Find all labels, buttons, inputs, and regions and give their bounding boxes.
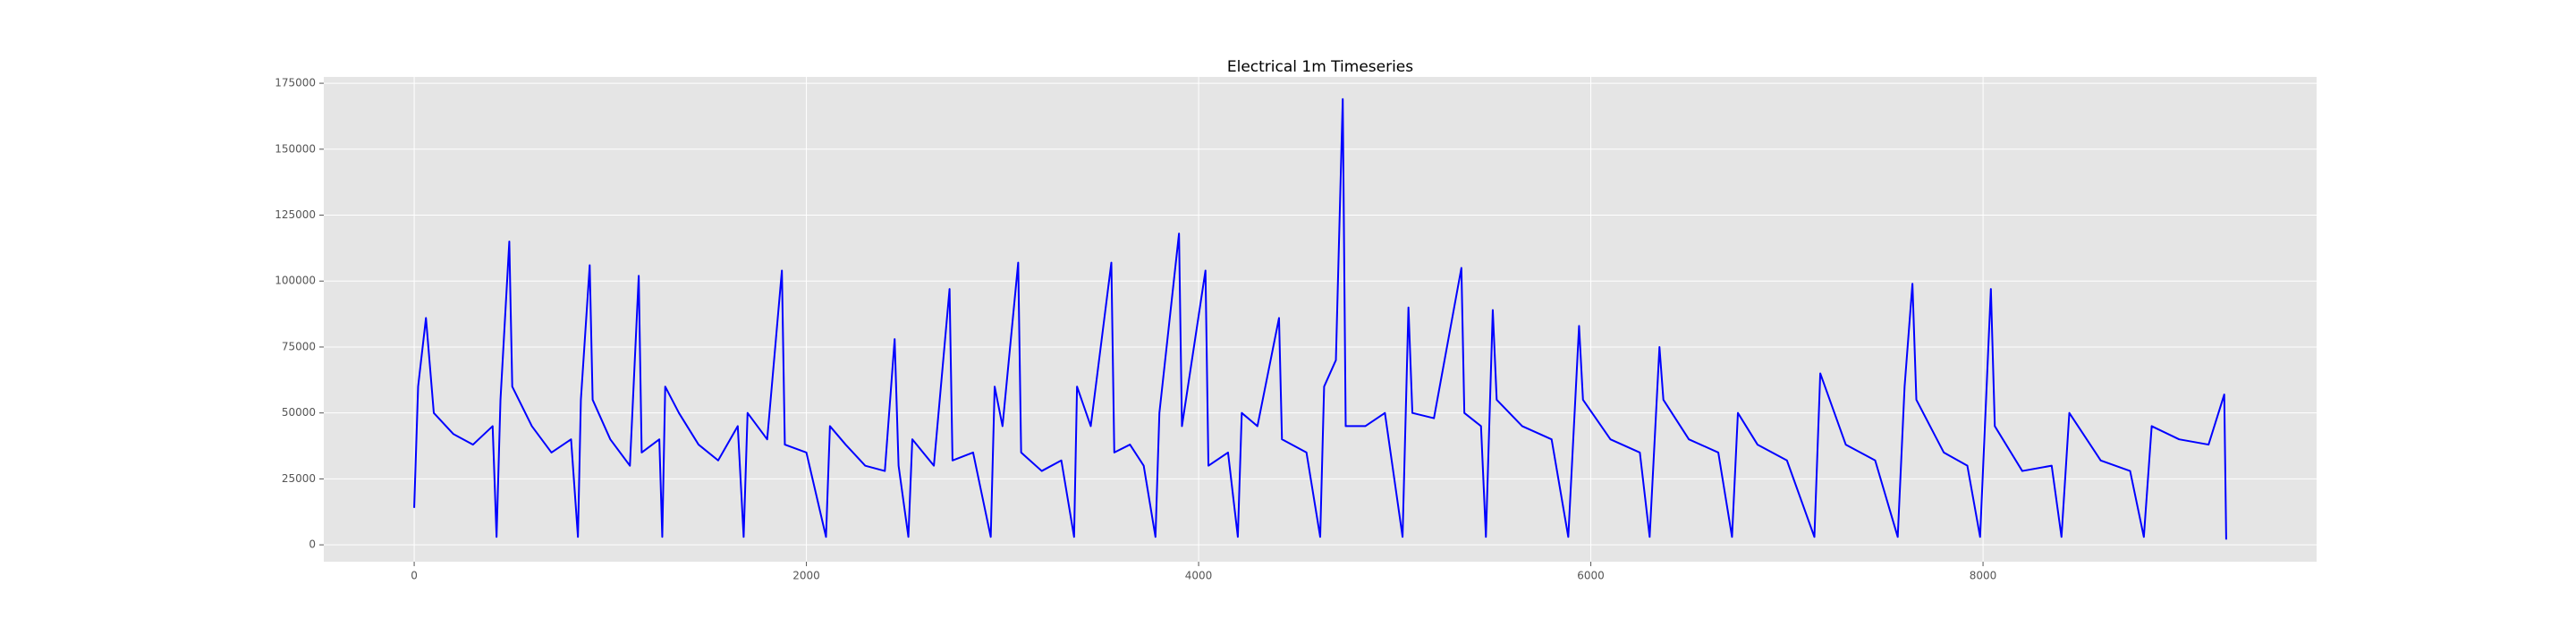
y-tick-label: 125000 [275,208,316,221]
series-line [413,97,2227,540]
x-tick-label: 2000 [792,570,820,582]
y-tick-label: 175000 [275,77,316,89]
x-tick-label: 8000 [1970,570,1997,582]
x-tick-label: 4000 [1185,570,1213,582]
y-tick-label: 150000 [275,142,316,155]
y-tick-label: 75000 [282,340,316,352]
y-tick-label: 100000 [275,275,316,287]
x-tick-label: 6000 [1577,570,1605,582]
chart-title: Electrical 1m Timeseries [1227,58,1413,76]
y-tick-label: 50000 [282,406,316,419]
y-tick-label: 0 [309,538,316,551]
y-tick-label: 25000 [282,472,316,485]
plot-area [324,77,2317,562]
x-tick-label: 0 [411,570,418,582]
